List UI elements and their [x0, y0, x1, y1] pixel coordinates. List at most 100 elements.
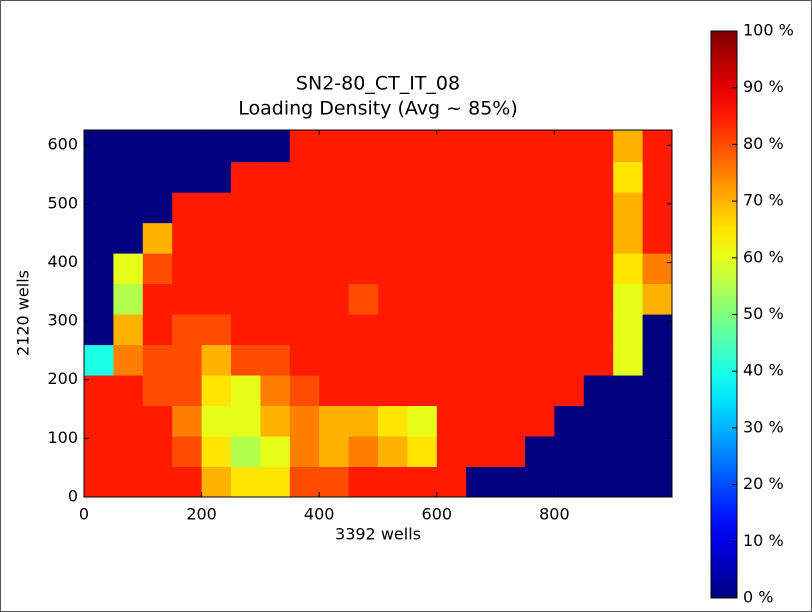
heat-cell [525, 223, 555, 254]
heat-cell [260, 223, 290, 254]
heat-cell [143, 406, 173, 437]
heat-cell [378, 223, 408, 254]
x-tick-label: 400 [304, 505, 335, 524]
heat-cell [202, 436, 232, 467]
heat-cell [319, 436, 349, 467]
chart-subtitle: Loading Density (Avg ~ 85%) [238, 98, 518, 120]
heat-cell [643, 467, 673, 498]
heat-cell [113, 345, 143, 376]
heat-cell [466, 223, 496, 254]
heat-cell [466, 436, 496, 467]
heat-cell [643, 345, 673, 376]
heat-cell [554, 375, 584, 406]
heat-cell [84, 253, 114, 284]
heat-cell [143, 284, 173, 315]
heat-cell [113, 253, 143, 284]
heat-cell [613, 345, 643, 376]
heat-cell [554, 284, 584, 315]
heat-cell [525, 436, 555, 467]
colorbar-tick-label: 0 % [743, 588, 773, 607]
colorbar-tick-label: 50 % [743, 304, 784, 323]
heat-cell [260, 162, 290, 193]
heat-cell [378, 406, 408, 437]
heat-cell [643, 436, 673, 467]
heat-cell [407, 192, 437, 223]
heat-cell [113, 162, 143, 193]
heat-cell [349, 436, 379, 467]
heat-cell [643, 130, 673, 162]
heat-cell [407, 223, 437, 254]
heat-cell [643, 162, 673, 193]
heat-cell [290, 162, 320, 193]
heat-cell [554, 192, 584, 223]
heat-cell [525, 284, 555, 315]
heat-cell [407, 284, 437, 315]
heat-cell [554, 436, 584, 467]
heat-cell [290, 253, 320, 284]
heat-cell [113, 406, 143, 437]
heat-cell [202, 253, 232, 284]
heat-cell [113, 130, 143, 162]
heat-cell [319, 314, 349, 345]
heat-cell [202, 314, 232, 345]
colorbar-tick-label: 20 % [743, 474, 784, 493]
heat-cell [231, 130, 261, 162]
heat-cell [378, 130, 408, 162]
heat-cell [437, 130, 467, 162]
heat-cell [231, 284, 261, 315]
heat-cell [496, 436, 526, 467]
heat-cell [466, 192, 496, 223]
heat-cell [172, 467, 202, 498]
heat-cell [466, 130, 496, 162]
heat-cell [349, 375, 379, 406]
heat-cell [525, 130, 555, 162]
heat-cell [407, 406, 437, 437]
x-tick-label: 600 [422, 505, 453, 524]
heat-cell [319, 467, 349, 498]
heat-cell [143, 436, 173, 467]
heat-cell [466, 162, 496, 193]
heat-cell [202, 223, 232, 254]
heat-cell [319, 406, 349, 437]
heat-cell [290, 192, 320, 223]
heat-cell [143, 223, 173, 254]
heat-cell [496, 467, 526, 498]
heat-cell [496, 375, 526, 406]
heat-cell [378, 253, 408, 284]
colorbar-tick-label: 80 % [743, 134, 784, 153]
heat-cell [584, 406, 614, 437]
heat-cell [466, 467, 496, 498]
heat-cell [466, 345, 496, 376]
heat-cell [613, 192, 643, 223]
heat-cell [113, 375, 143, 406]
heat-cell [290, 223, 320, 254]
heat-cell [231, 436, 261, 467]
heat-cell [319, 253, 349, 284]
y-tick-label: 0 [68, 487, 78, 506]
heat-cell [231, 467, 261, 498]
heat-cell [143, 253, 173, 284]
heat-cell [407, 162, 437, 193]
heat-cell [496, 192, 526, 223]
heat-cell [437, 375, 467, 406]
heat-cell [349, 406, 379, 437]
heat-cell [319, 284, 349, 315]
heat-cell [172, 436, 202, 467]
heat-cell [172, 406, 202, 437]
heat-cell [554, 162, 584, 193]
heat-cell [260, 284, 290, 315]
colorbar-tick-label: 90 % [743, 77, 784, 96]
x-tick-label: 0 [79, 505, 89, 524]
heat-cell [349, 345, 379, 376]
heat-cell [319, 345, 349, 376]
heat-cell [84, 314, 114, 345]
heat-cell [584, 253, 614, 284]
heat-cell [172, 223, 202, 254]
heat-cell [525, 314, 555, 345]
heat-cell [84, 467, 114, 498]
heat-cell [84, 130, 114, 162]
heat-cell [525, 406, 555, 437]
heat-cell [202, 130, 232, 162]
heat-cell [290, 406, 320, 437]
heat-cell [613, 375, 643, 406]
